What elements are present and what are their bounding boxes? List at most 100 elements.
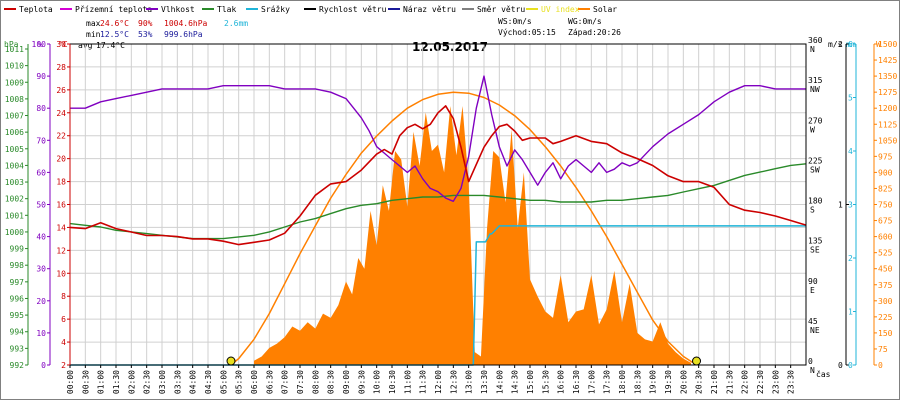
sunrise-marker [226,356,236,366]
deg-tick-label: 10 [56,269,66,278]
w-tick-label: 600 [878,233,893,242]
stat-wg: WG:0m/s [568,17,602,26]
w-tick-label: 1425 [878,56,897,65]
deg-tick-label: 4 [61,338,66,347]
hpa-tick-label: 994 [10,328,25,337]
series-temperature [69,105,807,246]
deg-tick-label: 8 [61,292,66,301]
dir-name-label: SE [810,246,820,255]
w-tick-label: 975 [878,152,893,161]
pct-tick-label: 50 [36,201,46,210]
x-tick-label: 01:00 [97,370,106,394]
x-tick-label: 06:30 [265,370,274,394]
w-axis-title: W [876,40,881,49]
deg-tick-label: 12 [56,246,66,255]
x-tick-label: 07:30 [296,370,305,394]
deg-tick-label: 20 [56,155,66,164]
legend-label-rain: Srážky [261,5,290,14]
stat-avg-temp: 17.4°C [96,41,125,50]
w-tick-label: 1125 [878,120,897,129]
w-tick-label: 1050 [878,136,897,145]
deg-tick-label: 2 [61,361,66,370]
hpa-axis-title: hPa [4,40,19,49]
x-tick-label: 16:00 [557,370,566,394]
x-tick-label: 23:00 [771,370,780,394]
dir-tick-label: 135 [808,237,823,246]
dir-tick-label: 225 [808,156,823,165]
hpa-tick-label: 997 [10,278,25,287]
dir-tick-label: 315 [808,76,823,85]
hpa-tick-label: 1008 [5,95,24,104]
legend-label-feels_like: Přízemní teplota [75,5,152,14]
hpa-tick-label: 1011 [5,45,24,54]
mm-tick-label: 4 [848,147,853,156]
hpa-tick-label: 1006 [5,128,24,137]
x-tick-label: 07:00 [281,370,290,394]
x-tick-label: 10:00 [373,370,382,394]
pct-tick-label: 90 [36,72,46,81]
deg-tick-label: 26 [56,86,66,95]
x-tick-label: 21:30 [725,370,734,394]
deg-tick-label: 24 [56,109,66,118]
ms-tick-label: 1 [838,201,843,210]
series-solar-measured-area [254,106,691,365]
x-tick-label: 23:30 [787,370,796,394]
series-humidity [70,75,806,202]
stat-min-temp: 12.5°C [100,30,129,39]
dir-tick-label: 360 [808,36,823,45]
pct-tick-label: 80 [36,104,46,113]
pct-tick-label: 70 [36,136,46,145]
legend-label-wind_dir: Směr větru [477,5,525,14]
dir-name-label: NW [810,85,820,94]
w-tick-label: 150 [878,329,893,338]
deg-tick-label: 22 [56,132,66,141]
legend-label-uv: UV index [541,5,580,14]
deg-tick-label: 16 [56,201,66,210]
dir-name-label: S [810,206,815,215]
x-tick-label: 08:30 [327,370,336,394]
pct-tick-label: 30 [36,265,46,274]
x-tick-label: 05:00 [219,370,228,394]
x-tick-label: 18:30 [633,370,642,394]
stat-max-temp: 24.6°C [100,19,129,28]
hpa-tick-label: 1002 [5,195,24,204]
w-tick-label: 900 [878,168,893,177]
deg-tick-label: 6 [61,315,66,324]
legend-label-temperature: Teplota [19,5,53,14]
pct-tick-label: 60 [36,168,46,177]
w-tick-label: 75 [878,345,888,354]
hpa-tick-label: 999 [10,245,25,254]
hpa-tick-label: 995 [10,311,25,320]
x-tick-label: 20:00 [679,370,688,394]
legend-label-gust: Náraz větru [403,5,456,14]
x-tick-label: 02:30 [143,370,152,394]
dir-name-label: E [810,286,815,295]
w-tick-label: 675 [878,217,893,226]
hpa-tick-label: 1004 [5,161,24,170]
stat-sunrise: Východ:05:15 [498,28,556,37]
x-tick-label: 03:30 [173,370,182,394]
sunset-marker [692,356,702,366]
hpa-tick-label: 1001 [5,211,24,220]
w-tick-label: 525 [878,249,893,258]
hpa-tick-label: 1000 [5,228,24,237]
stat-min-press: 999.6hPa [164,30,203,39]
dir-tick-label: 0 [808,357,813,366]
stat-rain-total: 2.6mm [224,19,248,28]
stat-sunset: Západ:20:26 [568,28,621,37]
dir-name-label: NE [810,326,820,335]
mm-tick-label: 5 [848,94,853,103]
deg-tick-label: 30 [56,40,66,49]
x-tick-label: 08:00 [311,370,320,394]
x-tick-label: 10:30 [388,370,397,394]
hpa-tick-label: 992 [10,361,25,370]
chart-title: 12.05.2017 [412,40,488,54]
w-tick-label: 1200 [878,104,897,113]
x-tick-label: 09:00 [342,370,351,394]
x-tick-label: 01:30 [112,370,121,394]
x-tick-label: 22:30 [756,370,765,394]
hpa-tick-label: 996 [10,294,25,303]
x-tick-label: 05:30 [235,370,244,394]
x-tick-label: 04:00 [189,370,198,394]
x-tick-label: 15:00 [526,370,535,394]
